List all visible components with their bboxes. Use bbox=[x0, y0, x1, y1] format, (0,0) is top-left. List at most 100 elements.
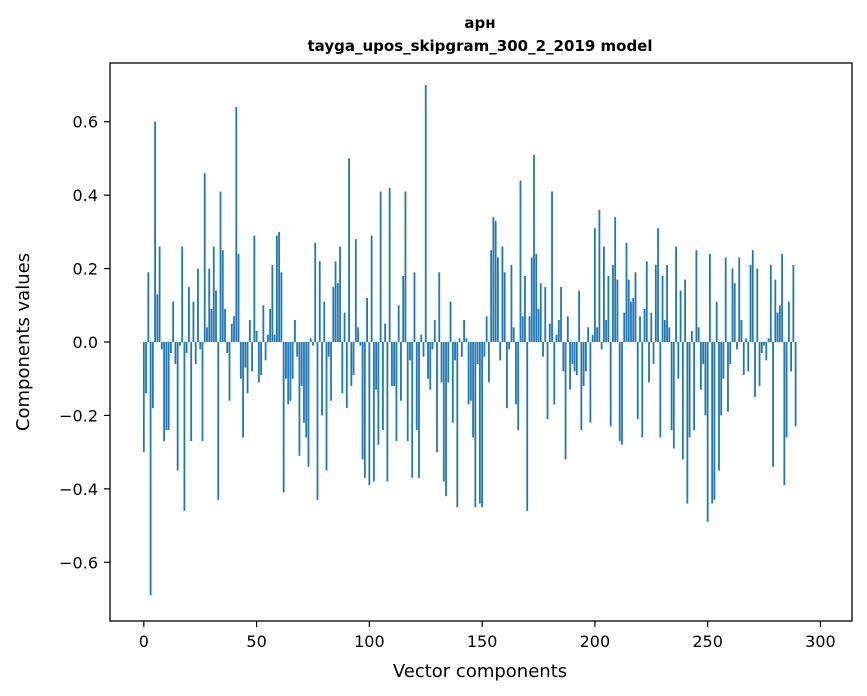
bar bbox=[609, 342, 612, 427]
bar bbox=[339, 246, 341, 342]
bar bbox=[424, 85, 427, 342]
bar bbox=[702, 342, 705, 365]
bar bbox=[278, 231, 281, 342]
bar bbox=[519, 180, 522, 342]
bar bbox=[781, 253, 783, 342]
bar bbox=[758, 342, 761, 387]
bar bbox=[366, 297, 368, 342]
bar bbox=[363, 342, 366, 478]
bar bbox=[194, 342, 197, 365]
bar bbox=[221, 250, 224, 342]
bar bbox=[756, 268, 759, 342]
bar bbox=[688, 342, 691, 438]
bar bbox=[413, 272, 416, 342]
bar bbox=[469, 342, 472, 401]
bar bbox=[433, 319, 436, 342]
bar bbox=[724, 257, 727, 342]
bar bbox=[747, 342, 750, 372]
bar bbox=[325, 342, 328, 471]
bar bbox=[499, 342, 502, 361]
bar bbox=[650, 312, 653, 342]
bar bbox=[760, 342, 763, 354]
bar bbox=[767, 338, 770, 342]
bar bbox=[160, 342, 163, 350]
bar bbox=[289, 342, 292, 401]
y-tick-label: −0.6 bbox=[59, 553, 98, 572]
bar bbox=[422, 342, 425, 357]
bar bbox=[291, 342, 294, 379]
bar bbox=[501, 246, 504, 342]
bar bbox=[235, 107, 238, 342]
bar bbox=[454, 342, 456, 361]
bar bbox=[456, 342, 459, 508]
bar bbox=[535, 253, 538, 342]
bar bbox=[463, 319, 465, 342]
bar bbox=[693, 342, 696, 431]
bar bbox=[643, 308, 646, 342]
bar bbox=[573, 342, 576, 372]
bar bbox=[165, 342, 168, 431]
bar bbox=[436, 342, 438, 453]
bar bbox=[386, 342, 389, 482]
y-ticks-group: −0.6 −0.4 −0.2 0.0 0.2 0.4 0.6 bbox=[59, 113, 110, 572]
bar bbox=[449, 301, 452, 342]
bar bbox=[212, 246, 215, 342]
bar bbox=[332, 286, 335, 342]
bar bbox=[208, 268, 211, 342]
bar bbox=[763, 342, 765, 346]
bar bbox=[715, 301, 718, 342]
bar bbox=[404, 191, 407, 342]
bar bbox=[305, 342, 308, 438]
bar bbox=[636, 342, 639, 420]
bar bbox=[490, 250, 493, 342]
bar bbox=[400, 342, 402, 401]
bar bbox=[654, 264, 657, 342]
bar bbox=[548, 323, 551, 342]
bar bbox=[555, 334, 558, 342]
x-tick-label: 300 bbox=[805, 632, 836, 651]
bar bbox=[406, 342, 409, 442]
y-tick-label: −0.2 bbox=[59, 406, 98, 425]
bar bbox=[176, 342, 179, 471]
bar bbox=[275, 235, 278, 342]
bar bbox=[348, 158, 350, 342]
bar bbox=[582, 342, 585, 387]
bar bbox=[391, 342, 393, 387]
bar bbox=[181, 246, 184, 342]
bar bbox=[151, 342, 154, 409]
bar bbox=[623, 312, 626, 342]
bar bbox=[350, 342, 353, 387]
bar bbox=[257, 342, 260, 383]
bar bbox=[377, 342, 380, 445]
bar bbox=[438, 272, 441, 342]
bar bbox=[273, 334, 276, 342]
bar bbox=[314, 242, 317, 342]
bar bbox=[395, 342, 398, 442]
bar bbox=[727, 342, 729, 412]
bar bbox=[244, 342, 247, 368]
bar bbox=[785, 342, 788, 438]
bar bbox=[167, 342, 170, 431]
bar bbox=[420, 334, 423, 342]
bar bbox=[255, 330, 258, 342]
bar bbox=[343, 312, 346, 342]
bar bbox=[172, 301, 175, 342]
bar bbox=[345, 342, 348, 409]
bar bbox=[749, 264, 752, 342]
bar bbox=[740, 319, 743, 342]
bar bbox=[754, 342, 756, 398]
bar bbox=[641, 342, 644, 438]
bar bbox=[765, 342, 768, 361]
bar bbox=[630, 301, 632, 342]
bar bbox=[575, 342, 578, 376]
bar bbox=[742, 342, 745, 376]
bar bbox=[415, 342, 418, 431]
bar bbox=[612, 264, 614, 342]
bar bbox=[720, 342, 723, 416]
bar bbox=[510, 264, 513, 342]
bar bbox=[188, 286, 190, 342]
bar bbox=[476, 342, 479, 365]
bar bbox=[699, 342, 702, 390]
bar bbox=[506, 342, 508, 409]
bar bbox=[230, 323, 233, 342]
